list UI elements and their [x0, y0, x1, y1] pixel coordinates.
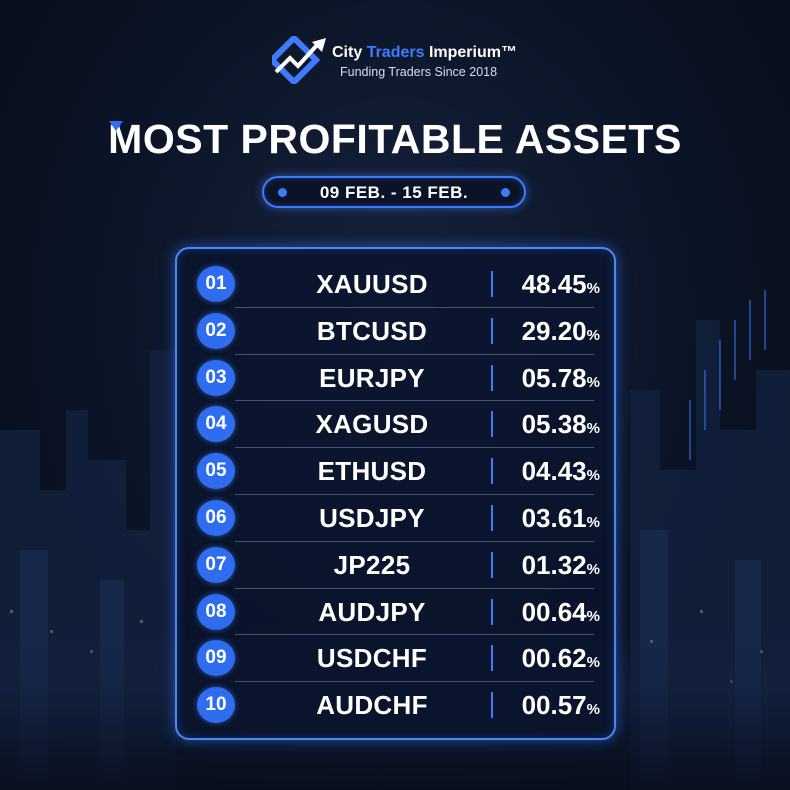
assets-ranking-table: 01 XAUUSD 48.45% 02 BTCUSD 29.20% 03 EURJPY 05.7…: [175, 247, 616, 740]
asset-symbol: ETHUSD: [317, 456, 427, 487]
rank-badge: 09: [197, 640, 235, 677]
percent-sign: %: [586, 373, 600, 391]
percent-sign: %: [586, 607, 600, 625]
percent-sign: %: [586, 513, 600, 531]
rank-badge: 05: [197, 453, 235, 490]
rank-badge: 07: [197, 546, 235, 583]
table-row: 10 AUDCHF 00.57%: [197, 681, 600, 728]
column-separator: [491, 551, 493, 578]
column-separator: [491, 645, 493, 672]
percent-sign: %: [586, 560, 600, 578]
profit-percentage: 05.38%: [490, 409, 600, 440]
brand-tagline: Funding Traders Since 2018: [340, 65, 498, 79]
profit-value: 29.20: [521, 315, 587, 346]
column-separator: [491, 364, 493, 391]
percent-sign: %: [586, 467, 600, 485]
table-row: 05 ETHUSD 04.43%: [197, 447, 600, 494]
profit-percentage: 00.64%: [490, 597, 600, 628]
table-row: 02 BTCUSD 29.20%: [197, 306, 600, 354]
table-row: 03 EURJPY 05.78%: [197, 353, 600, 401]
percent-sign: %: [586, 701, 600, 719]
profit-value: 05.78: [521, 362, 587, 393]
percent-sign: %: [586, 326, 600, 344]
table-row: 06 USDJPY 03.61%: [197, 493, 600, 541]
brand-name-imperium: Imperium™: [428, 44, 517, 61]
date-range-badge: 09 FEB. - 15 FEB.: [262, 176, 526, 208]
profit-percentage: 04.43%: [490, 456, 600, 487]
profit-value: 00.62: [521, 643, 587, 674]
brand-name-city: City: [332, 44, 363, 61]
profit-value: 00.64: [521, 596, 587, 627]
page-title-rest: OST PROFITABLE ASSETS: [142, 116, 682, 162]
asset-symbol: XAUUSD: [316, 269, 428, 299]
asset-symbol: BTCUSD: [316, 315, 428, 346]
profit-value: 03.61: [521, 502, 587, 533]
page-title: MOST PROFITABLE ASSETS: [0, 116, 790, 163]
asset-symbol: USDCHF: [316, 643, 428, 674]
column-separator: [491, 411, 493, 438]
profit-percentage: 48.45%: [490, 269, 600, 300]
rank-badge: 02: [197, 312, 235, 349]
profit-percentage: 03.61%: [490, 503, 600, 534]
table-row: 07 JP225 01.32%: [197, 540, 600, 588]
rank-badge: 04: [197, 406, 235, 443]
percent-sign: %: [586, 280, 600, 297]
table-row: 09 USDCHF 00.62%: [197, 634, 600, 681]
profit-value: 00.57: [521, 690, 587, 721]
profit-value: 05.38: [521, 409, 587, 440]
brand-name-traders: Traders: [366, 44, 425, 61]
profit-percentage: 00.57%: [490, 690, 600, 721]
asset-symbol: AUDJPY: [318, 596, 426, 627]
logo-chart-icon: [272, 36, 326, 84]
column-separator: [491, 317, 493, 344]
percent-sign: %: [586, 420, 600, 438]
rank-badge: 08: [197, 593, 235, 630]
profit-percentage: 29.20%: [490, 316, 600, 347]
page-title-first-letter: M: [108, 116, 143, 162]
column-separator: [491, 458, 493, 485]
profit-value: 01.32: [521, 549, 587, 580]
profit-percentage: 01.32%: [490, 550, 600, 581]
asset-symbol: JP225: [333, 549, 411, 580]
profit-value: 48.45: [521, 269, 587, 299]
table-row: 08 AUDJPY 00.64%: [197, 587, 600, 635]
asset-symbol: XAGUSD: [315, 409, 429, 440]
profit-value: 04.43: [521, 456, 587, 487]
column-separator: [491, 271, 493, 297]
dot-left-icon: [278, 188, 287, 197]
brand-name: City Traders Imperium™: [332, 44, 517, 62]
rank-badge: 03: [197, 359, 235, 396]
rank-badge: 06: [197, 499, 235, 536]
column-separator: [491, 692, 493, 719]
asset-symbol: EURJPY: [319, 362, 425, 393]
percent-sign: %: [586, 654, 600, 672]
brand-logo: City Traders Imperium™ Funding Traders S…: [272, 34, 532, 86]
rank-badge: 01: [197, 266, 235, 302]
column-separator: [491, 598, 493, 625]
date-range-text: 09 FEB. - 15 FEB.: [319, 183, 469, 202]
column-separator: [491, 504, 493, 531]
profit-percentage: 05.78%: [490, 363, 600, 394]
table-row: 04 XAGUSD 05.38%: [197, 400, 600, 447]
profit-percentage: 00.62%: [490, 643, 600, 674]
asset-symbol: USDJPY: [319, 502, 425, 533]
asset-symbol: AUDCHF: [316, 690, 428, 721]
dot-right-icon: [501, 188, 510, 197]
table-row: 01 XAUUSD 48.45%: [197, 260, 600, 307]
rank-badge: 10: [197, 687, 235, 724]
